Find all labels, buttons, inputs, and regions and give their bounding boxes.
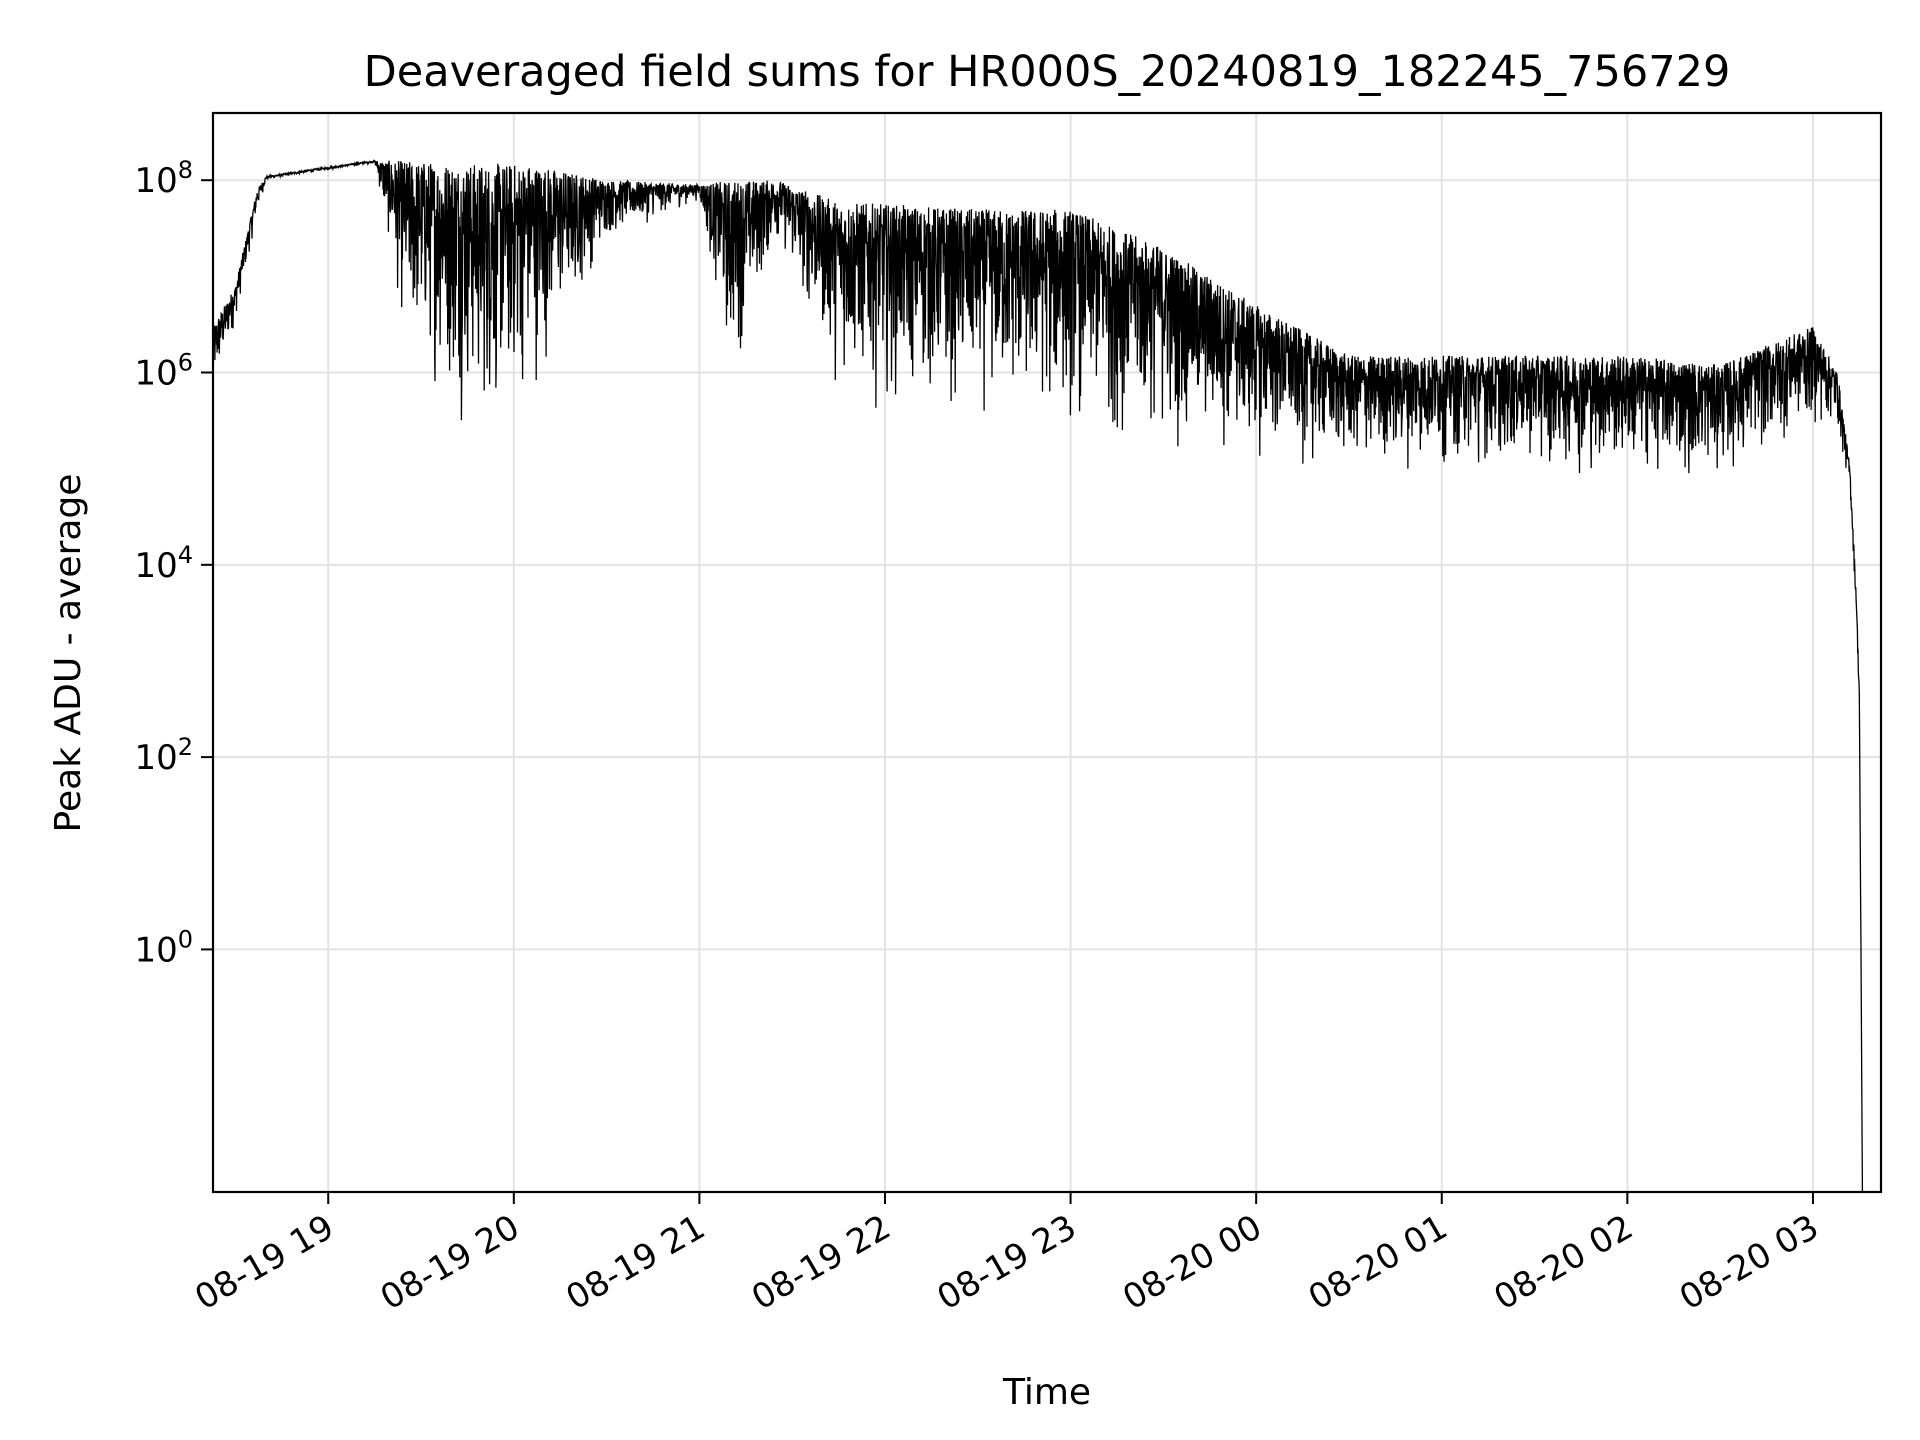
y-tick-label: 108 — [134, 156, 193, 201]
y-tick-label: 104 — [134, 541, 193, 586]
y-tick-exponent: 0 — [178, 925, 193, 953]
y-tick-base: 10 — [134, 161, 177, 201]
y-tick-exponent: 4 — [178, 541, 193, 569]
x-axis-label: Time — [1002, 1372, 1091, 1413]
y-axis-label: Peak ADU - average — [48, 474, 89, 833]
y-tick-base: 10 — [134, 930, 177, 970]
y-tick-base: 10 — [134, 738, 177, 778]
y-tick-label: 102 — [134, 733, 193, 778]
y-tick-exponent: 8 — [178, 156, 193, 184]
y-tick-label: 100 — [134, 925, 193, 970]
y-tick-exponent: 6 — [178, 349, 193, 377]
y-tick-base: 10 — [134, 546, 177, 586]
plot-frame — [211, 111, 1883, 1194]
y-tick-base: 10 — [134, 354, 177, 394]
y-tick-exponent: 2 — [178, 733, 193, 761]
series-line — [212, 159, 1864, 1193]
chart-title: Deaveraged field sums for HR000S_2024081… — [364, 47, 1731, 97]
series-layer — [212, 159, 1864, 1193]
y-tick-label: 106 — [134, 349, 193, 394]
